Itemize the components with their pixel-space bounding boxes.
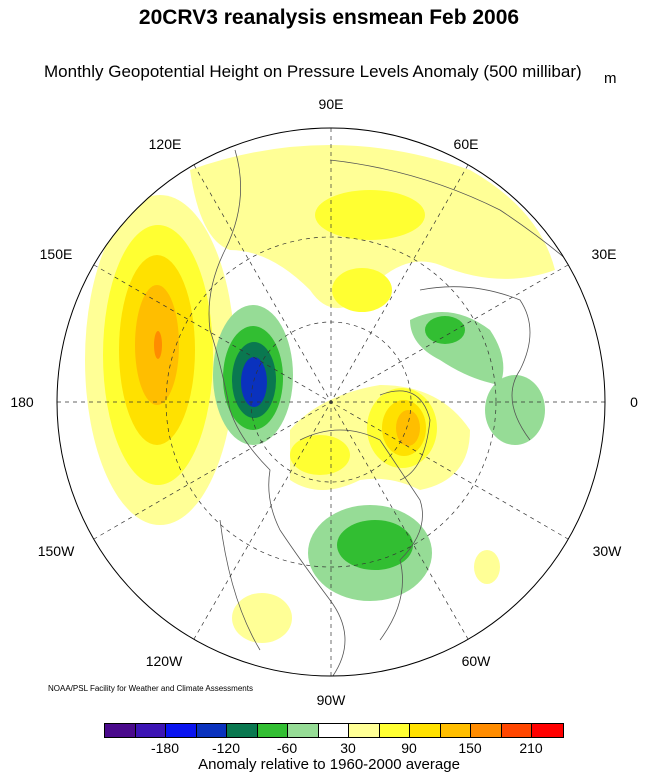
colorbar-title: Anomaly relative to 1960-2000 average (198, 756, 460, 773)
credit-text: NOAA/PSL Facility for Weather and Climat… (48, 684, 253, 693)
colorbar-tick-label: 210 (519, 740, 543, 756)
lon-label-120e: 120E (148, 136, 182, 152)
colorbar-box (471, 724, 502, 737)
negative-anomaly-atlantic (485, 375, 545, 445)
negative-anomaly-siberia-120 (241, 357, 267, 407)
graticule (57, 128, 605, 676)
colorbar-tick-label: -60 (276, 740, 298, 756)
positive-anomaly-pacific-180 (154, 331, 162, 359)
colorbar-box (532, 724, 563, 737)
positive-anomaly-core (332, 268, 392, 312)
colorbar-tick-label: -120 (211, 740, 241, 756)
lon-label-90w: 90W (316, 692, 346, 708)
colorbar-box (379, 724, 410, 737)
lon-label-30e: 30E (591, 246, 617, 262)
lon-label-0: 0 (630, 394, 638, 410)
lon-label-180: 180 (10, 394, 34, 410)
negative-anomaly-north-america-60 (337, 520, 413, 570)
colorbar-box (196, 724, 227, 737)
colorbar-tick-label: 90 (401, 740, 417, 756)
units-label: m (604, 70, 617, 87)
colorbar-box (257, 724, 288, 737)
plot-subtitle: Monthly Geopotential Height on Pressure … (44, 62, 582, 81)
map-boundary (56, 127, 606, 677)
positive-anomaly-core (315, 190, 425, 240)
positive-anomaly-atlantic (474, 550, 500, 584)
negative-anomaly-europe-60 (425, 316, 465, 344)
colorbar-box (349, 724, 380, 737)
colorbar-box (501, 724, 532, 737)
lon-label-150e: 150E (39, 246, 73, 262)
colorbar-box (410, 724, 441, 737)
colorbar-box (318, 724, 349, 737)
anomaly-fill (85, 145, 601, 676)
colorbar-tick-label: 150 (458, 740, 482, 756)
lon-label-60w: 60W (461, 653, 491, 669)
lon-label-30w: 30W (592, 543, 622, 559)
positive-anomaly-canada-90 (290, 435, 350, 475)
colorbar-box (227, 724, 258, 737)
positive-anomaly-arctic-150 (396, 410, 420, 446)
colorbar-box (166, 724, 197, 737)
colorbar-box (135, 724, 166, 737)
colorbar-box (288, 724, 319, 737)
lon-label-120w: 120W (145, 653, 183, 669)
lon-label-150w: 150W (37, 543, 75, 559)
colorbar-box (440, 724, 471, 737)
plot-title: 20CRV3 reanalysis ensmean Feb 2006 (138, 6, 520, 29)
colorbar (104, 723, 564, 738)
colorbar-tick-label: -180 (150, 740, 180, 756)
lon-label-90e: 90E (318, 96, 344, 112)
lon-label-60e: 60E (453, 136, 479, 152)
colorbar-tick-label: 30 (340, 740, 356, 756)
coastlines (208, 149, 601, 676)
colorbar-box (105, 724, 136, 737)
positive-anomaly-mexico (232, 593, 292, 643)
